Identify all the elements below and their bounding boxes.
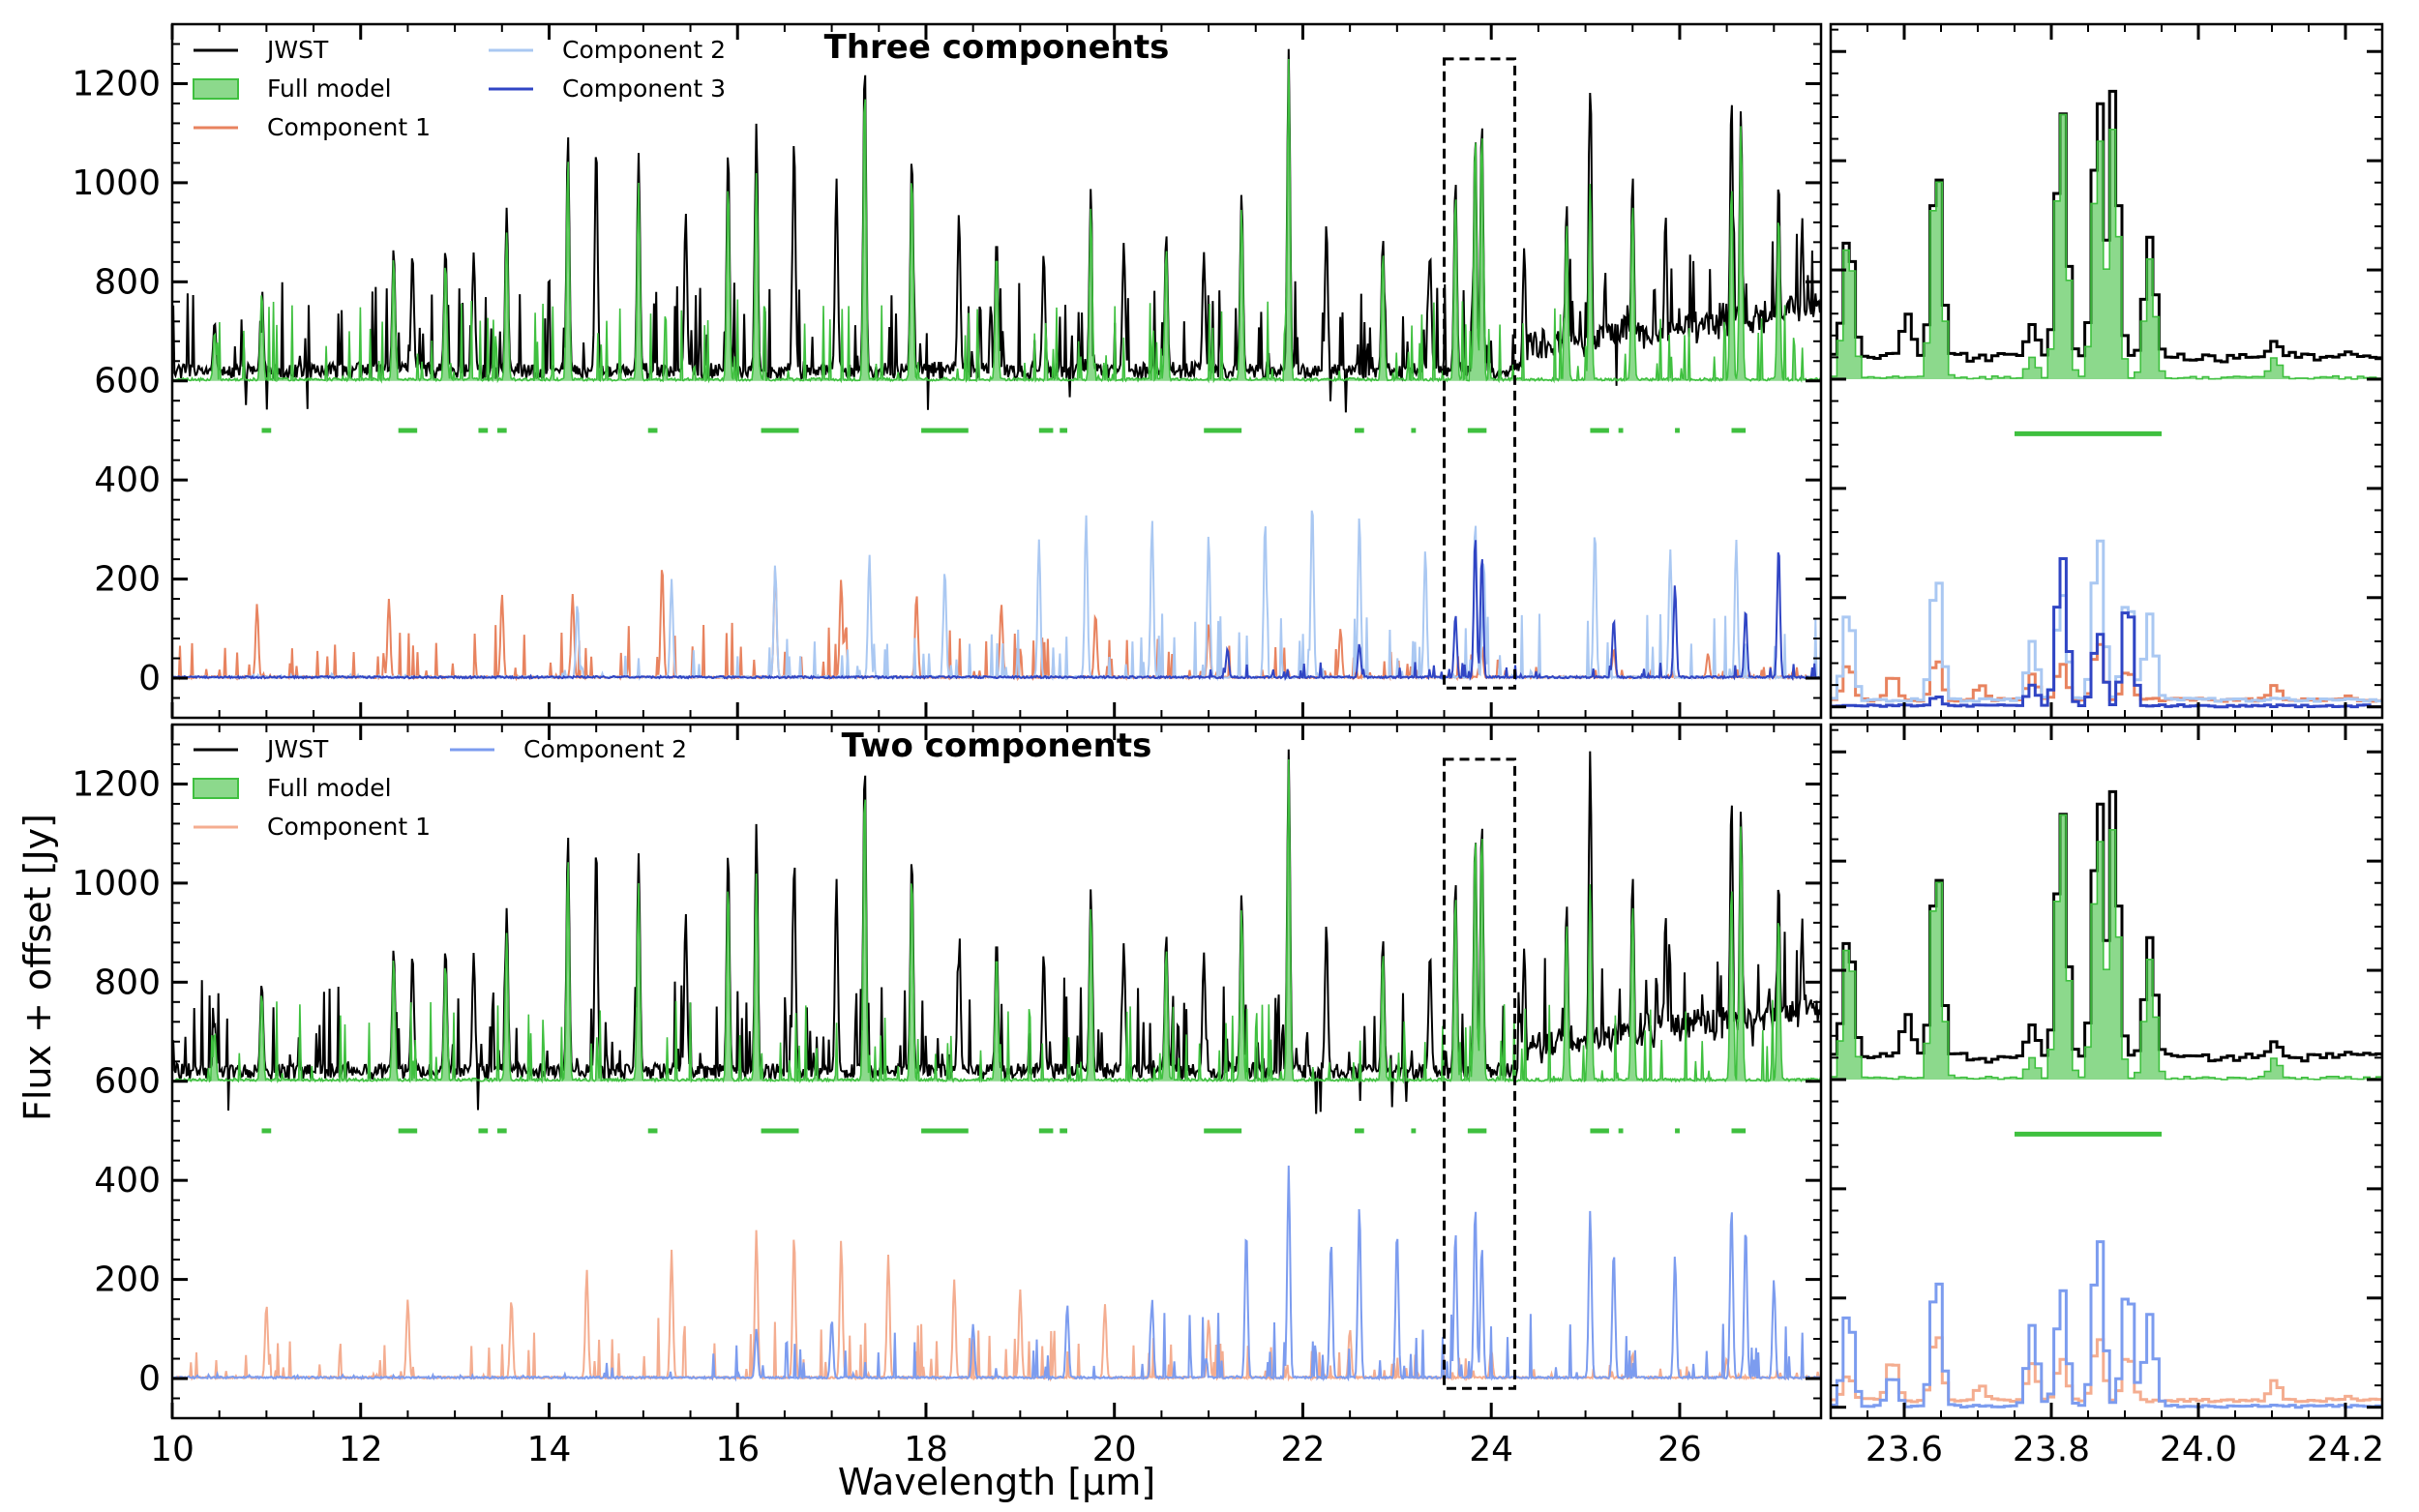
x-tick-label: 22: [1281, 1430, 1326, 1469]
series-component-3: [172, 540, 1821, 682]
y-tick-label: 800: [94, 963, 161, 1002]
x-tick-label: 18: [904, 1430, 948, 1469]
panel-title: Two components: [842, 726, 1152, 765]
axes-frame: [170, 22, 1823, 720]
axes-frame: [1829, 22, 2384, 720]
axes-frame: [170, 723, 1823, 1420]
x-tick-label: 16: [715, 1430, 760, 1469]
series-full-model: [1831, 113, 2382, 380]
y-tick-label: 0: [138, 1359, 161, 1399]
legend-item-jwst: JWST: [194, 36, 329, 64]
panel-two-components-zoom: 23.6 23.8 24.0 24.2: [1829, 723, 2384, 1469]
legend-item-component-1: Component 1: [194, 813, 431, 841]
series-component-2: [172, 1165, 1821, 1382]
y-tick-label: 1000: [72, 163, 161, 203]
x-tick-label: 26: [1657, 1430, 1702, 1469]
legend-label: JWST: [265, 36, 329, 64]
y-tick-label: 600: [94, 1062, 161, 1102]
y-tick-label: 200: [94, 560, 161, 600]
x-axis-label: Wavelength [μm]: [838, 1461, 1155, 1503]
x-tick-label: 10: [150, 1430, 194, 1469]
y-tick-label: 200: [94, 1260, 161, 1300]
axes-frame: [1829, 723, 2384, 1420]
series-full-model-fill: [172, 59, 1821, 381]
legend-item-component-3: Component 3: [489, 74, 726, 103]
legend-label: Component 3: [562, 74, 726, 103]
legend-item-full-model: Full model: [193, 74, 392, 103]
legend-item-full-model: Full model: [193, 774, 392, 802]
panel-title: Three components: [824, 28, 1170, 67]
series-full-model-fill: [172, 759, 1821, 1082]
y-tick-label: 400: [94, 460, 161, 500]
series-component-3: [1831, 557, 2382, 709]
x-tick-label: 20: [1092, 1430, 1137, 1469]
legend-item-component-2: Component 2: [489, 36, 726, 64]
series-component-2: [1831, 1240, 2382, 1409]
y-tick-label: 1200: [72, 64, 161, 104]
x-tick-label: 14: [527, 1430, 572, 1469]
legend-label: Component 2: [523, 735, 687, 763]
zoom-region-box: [1443, 757, 1517, 1390]
x-tick-label: 24: [1469, 1430, 1513, 1469]
legend-label: Component 1: [267, 813, 431, 841]
x-tick-label: 24.2: [2307, 1430, 2384, 1469]
panel-two-components: 0 200 400 600 800 1000 1200 10 12 14 16 18 20 22 24 26 T…: [72, 723, 1823, 1469]
y-tick-label: 0: [138, 659, 161, 698]
legend-label: Component 1: [267, 113, 431, 141]
y-tick-label: 400: [94, 1161, 161, 1201]
panel-three-components-zoom: [1829, 22, 2384, 720]
series-full-model: [1831, 814, 2382, 1081]
legend-label: Full model: [267, 74, 392, 103]
series-full-model: [172, 758, 1821, 1084]
legend: JWST Full model Component 1 Component 2: [193, 735, 687, 841]
x-tick-label: 23.8: [2013, 1430, 2090, 1469]
series-full-model-fill: [1831, 815, 2382, 1080]
legend-item-component-1: Component 1: [194, 113, 431, 141]
series-component-2: [1831, 539, 2382, 703]
legend-label: Component 2: [562, 36, 726, 64]
y-tick-label: 1200: [72, 764, 161, 804]
legend-swatch: [193, 778, 239, 799]
x-tick-label: 12: [339, 1430, 383, 1469]
legend-item-component-2: Component 2: [450, 735, 687, 763]
x-tick-label: 24.0: [2160, 1430, 2237, 1469]
y-tick-label: 1000: [72, 864, 161, 904]
legend: JWST Full model Component 1 Component 2 Comp…: [193, 36, 726, 141]
y-tick-label: 600: [94, 362, 161, 401]
x-tick-label: 23.6: [1866, 1430, 1943, 1469]
legend-label: Full model: [267, 774, 392, 802]
legend-swatch: [193, 78, 239, 100]
series-full-model: [172, 58, 1821, 384]
series-full-model-fill: [1831, 114, 2382, 379]
legend-label: JWST: [265, 735, 329, 763]
zoom-region-box: [1443, 57, 1517, 690]
y-tick-label: 800: [94, 262, 161, 302]
y-axis-label: Flux + offset [Jy]: [16, 814, 59, 1121]
panel-three-components: 0 200 400 600 800 1000 1200 Three components JWS…: [72, 22, 1823, 720]
legend-item-jwst: JWST: [194, 735, 329, 763]
